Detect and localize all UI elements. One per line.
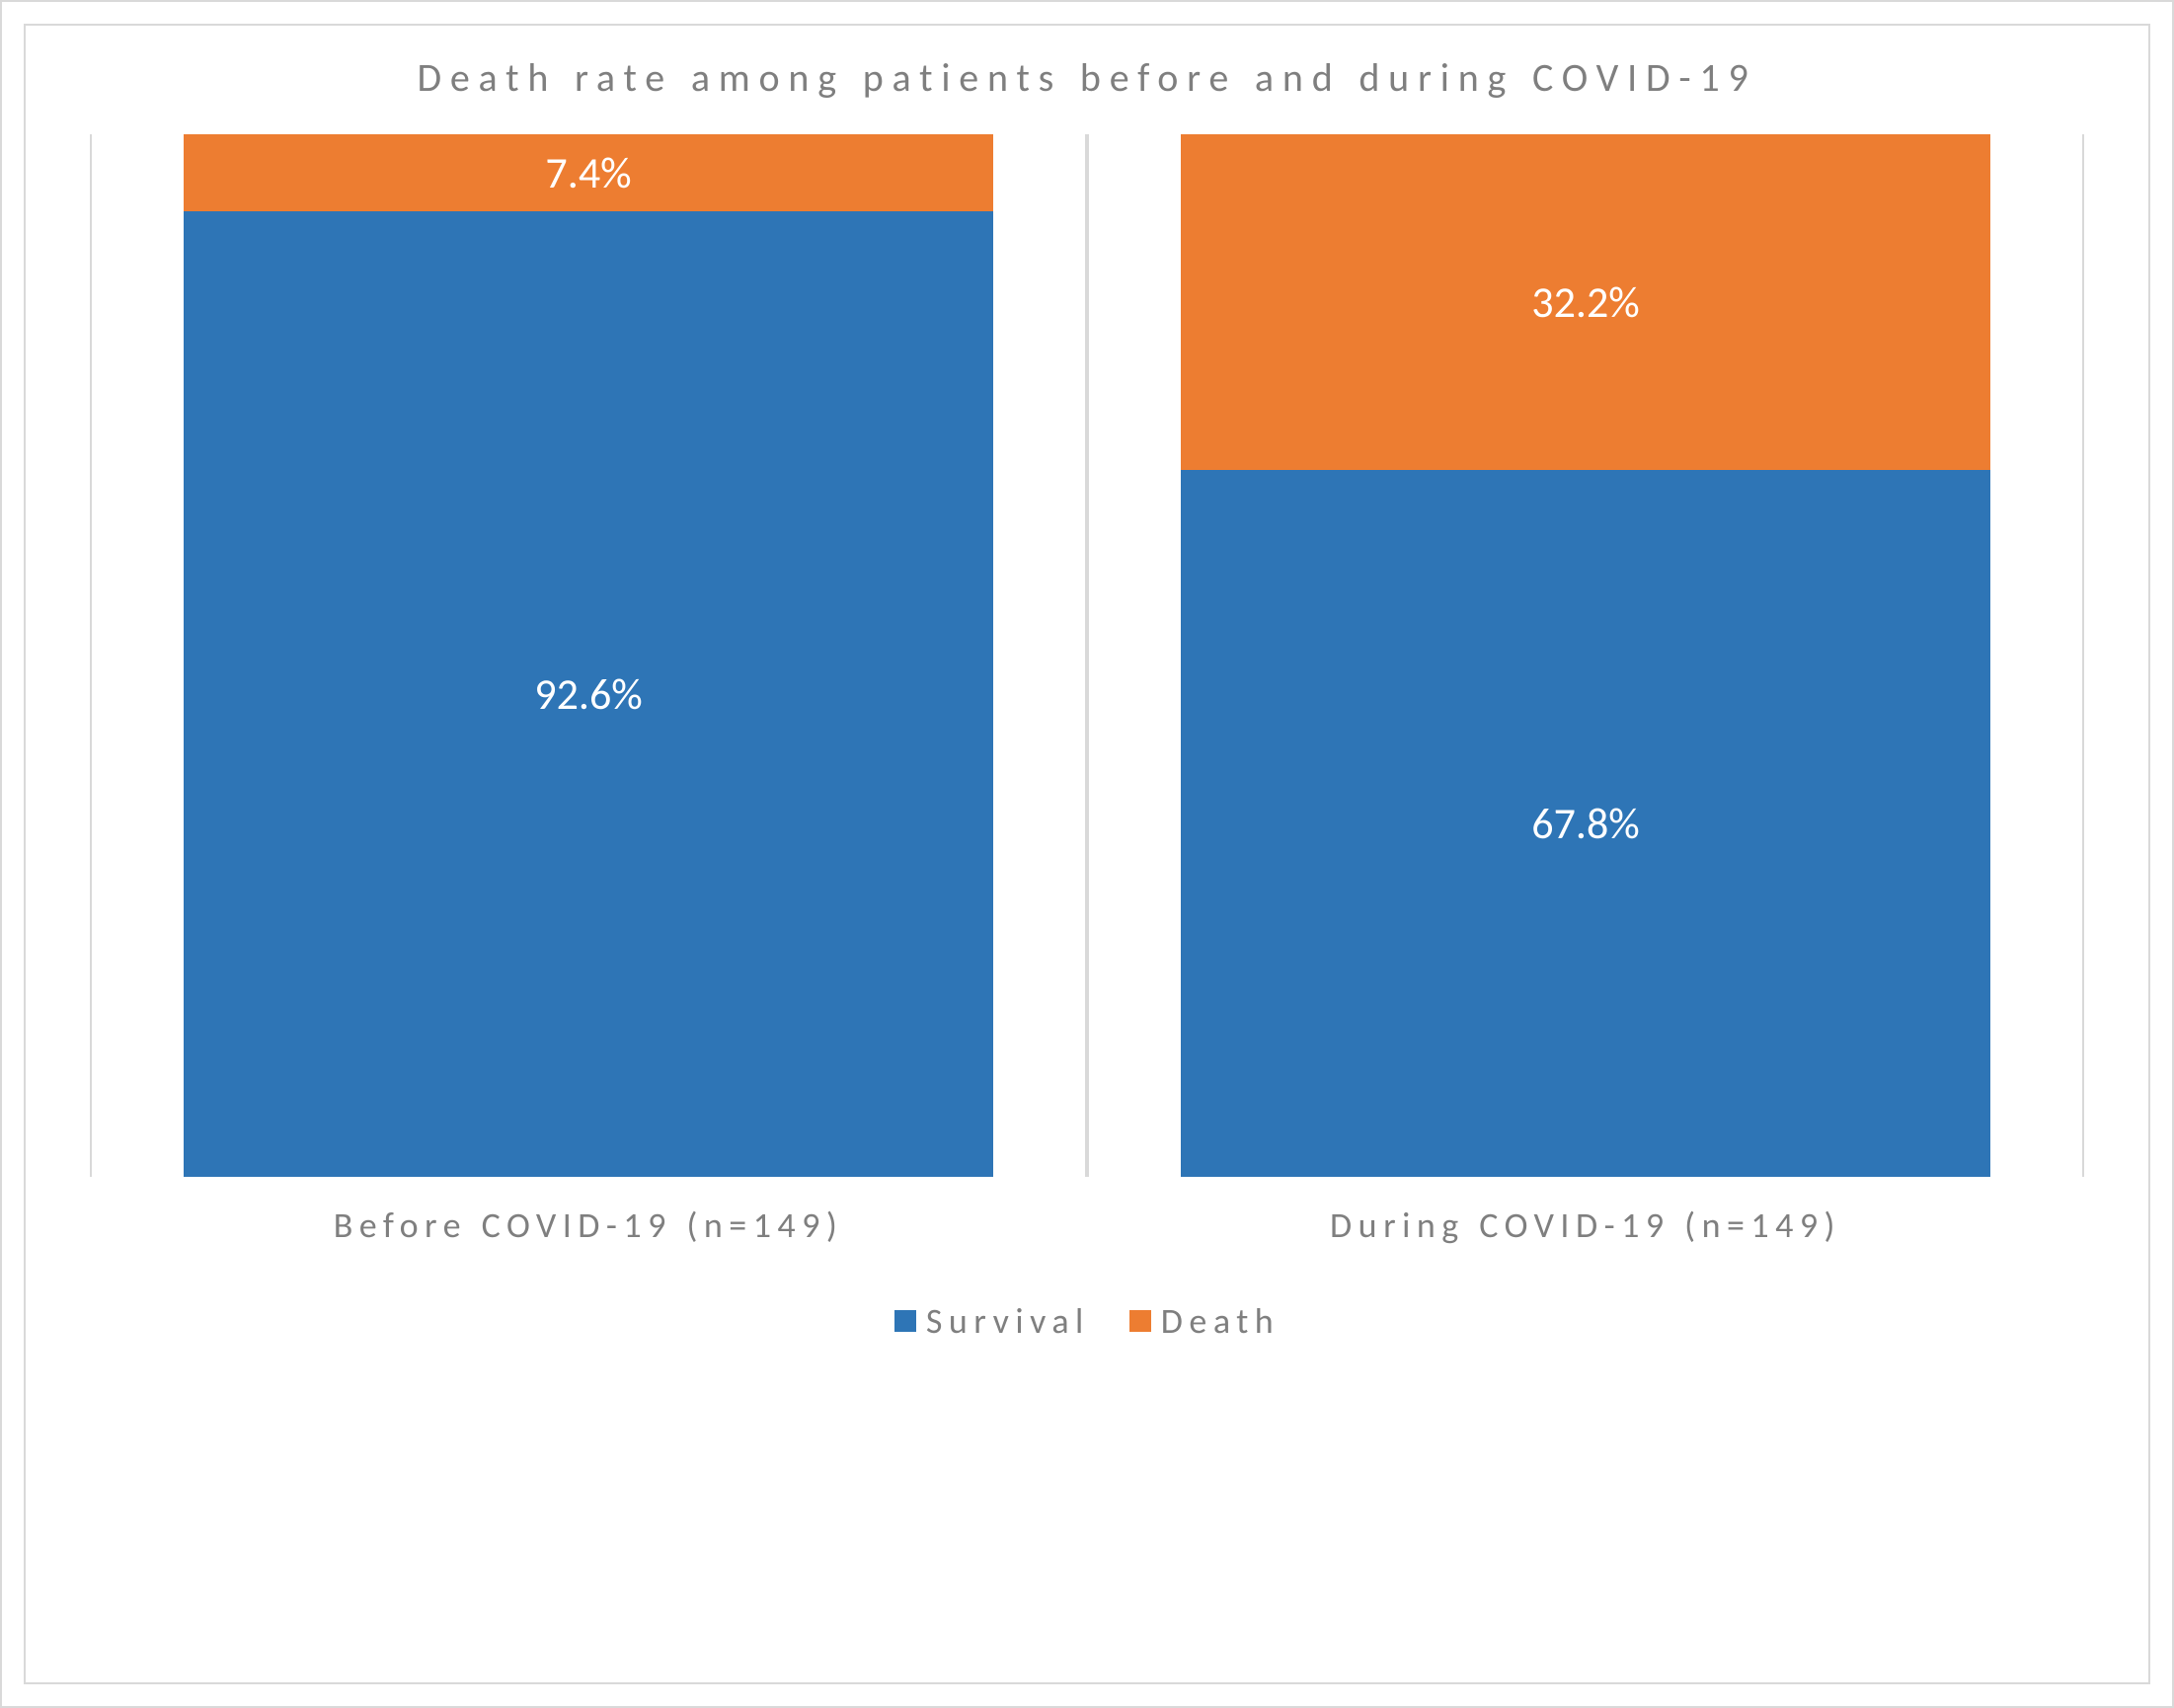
bar-segment-survival: 67.8% (1181, 470, 1990, 1177)
stacked-bar: 32.2% 67.8% (1181, 134, 1990, 1177)
bar-segment-value: 92.6% (534, 667, 642, 721)
legend-label: Death (1161, 1299, 1280, 1343)
legend: Survival Death (894, 1299, 1280, 1343)
legend-item-survival: Survival (894, 1299, 1090, 1343)
bar-segment-value: 7.4% (545, 146, 631, 199)
plot-area: 7.4% 92.6% Before COVID-19 (n=149) 32.2% 67.… (90, 134, 2084, 1250)
x-axis-label: Before COVID-19 (n=149) (334, 1201, 844, 1250)
bar-segment-value: 67.8% (1531, 797, 1639, 850)
bar-wrap: 7.4% 92.6% (90, 134, 1087, 1177)
chart-inner-frame: Death rate among patients before and dur… (24, 24, 2150, 1684)
chart-title: Death rate among patients before and dur… (417, 49, 1756, 107)
legend-item-death: Death (1129, 1299, 1280, 1343)
bar-segment-survival: 92.6% (184, 211, 993, 1176)
x-axis-label: During COVID-19 (n=149) (1330, 1201, 1841, 1250)
chart-outer-frame: Death rate among patients before and dur… (0, 0, 2174, 1708)
bar-wrap: 32.2% 67.8% (1087, 134, 2084, 1177)
category-column: 32.2% 67.8% During COVID-19 (n=149) (1087, 134, 2084, 1250)
bar-segment-death: 7.4% (184, 134, 993, 211)
stacked-bar: 7.4% 92.6% (184, 134, 993, 1177)
legend-swatch-survival (894, 1310, 916, 1332)
bar-segment-death: 32.2% (1181, 134, 1990, 470)
bar-segment-value: 32.2% (1531, 275, 1639, 329)
category-column: 7.4% 92.6% Before COVID-19 (n=149) (90, 134, 1087, 1250)
legend-label: Survival (926, 1299, 1090, 1343)
legend-swatch-death (1129, 1310, 1151, 1332)
